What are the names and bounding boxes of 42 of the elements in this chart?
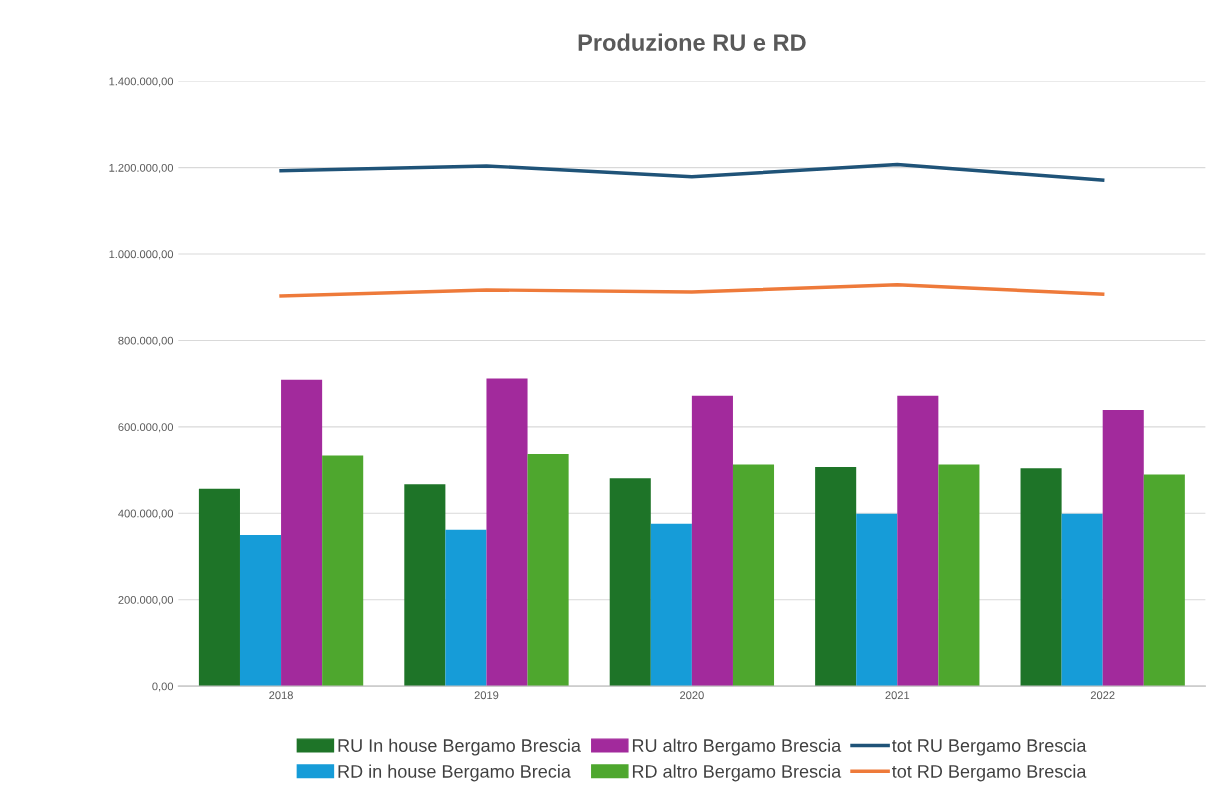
- bar: [1102, 410, 1144, 687]
- line-series: [279, 282, 1105, 298]
- bar: [938, 464, 980, 687]
- legend-label: tot RU Bergamo Brescia: [892, 738, 1087, 756]
- y-tick-label: 0,00: [152, 682, 174, 692]
- bar: [1020, 468, 1062, 687]
- bar: [445, 529, 487, 687]
- x-tick-label: 2019: [474, 691, 499, 700]
- bar: [815, 467, 857, 687]
- bar: [404, 484, 446, 687]
- legend-label: RD in house Bergamo Brecia: [338, 764, 571, 782]
- y-tick-label: 1.200.000,00: [109, 163, 174, 174]
- bar: [1143, 474, 1185, 687]
- y-tick-label: 200.000,00: [118, 595, 174, 606]
- x-tick-label: 2018: [269, 691, 293, 700]
- legend-label: tot RD Bergamo Brescia: [892, 764, 1087, 782]
- legend-label: RU In house Bergamo Brescia: [338, 738, 581, 756]
- bar: [856, 513, 898, 687]
- chart-title: Produzione RU e RD: [578, 33, 806, 51]
- bar: [486, 378, 528, 687]
- x-tick-label: 2020: [680, 691, 704, 700]
- y-tick-label: 800.000,00: [118, 336, 174, 346]
- bar: [691, 395, 733, 687]
- legend-label: RD altro Bergamo Brescia: [632, 764, 842, 782]
- bar: [650, 523, 692, 687]
- bar: [527, 454, 569, 687]
- bar: [1061, 513, 1103, 687]
- y-tick-label: 600.000,00: [118, 423, 174, 433]
- y-tick-label: 1.400.000,00: [109, 77, 174, 87]
- bar: [732, 464, 775, 687]
- x-tick-label: 2021: [885, 691, 910, 700]
- bar: [322, 455, 364, 687]
- bar: [239, 534, 282, 687]
- y-tick-label: 400.000,00: [118, 509, 174, 519]
- bar: [198, 488, 240, 687]
- bar: [897, 395, 939, 687]
- line-series: [279, 162, 1105, 182]
- bar: [281, 379, 323, 687]
- y-tick-label: 1.000.000,00: [109, 250, 174, 260]
- bar: [609, 478, 651, 687]
- legend-label: RU altro Bergamo Brescia: [632, 738, 842, 756]
- x-tick-label: 2022: [1090, 691, 1115, 700]
